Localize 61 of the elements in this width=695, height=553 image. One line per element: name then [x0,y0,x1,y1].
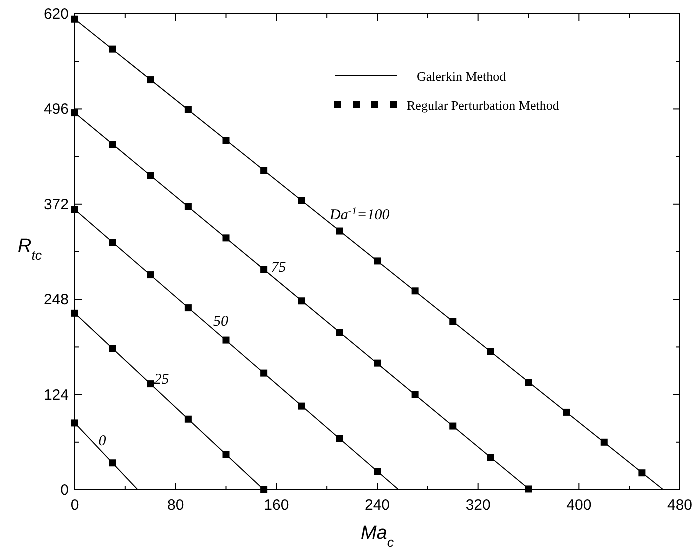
point [374,468,381,476]
point [184,416,192,423]
y-tick-label: 124 [44,386,69,404]
point [600,438,608,446]
point [260,266,268,274]
point [109,460,116,467]
point [374,258,381,265]
point [450,318,457,326]
annotation: 50 [214,314,230,330]
point [260,370,268,377]
point [222,336,230,344]
point [109,345,116,352]
y-axis-title: R$_{tc}$ [18,236,42,262]
point [374,360,381,367]
point [298,298,306,305]
point [147,272,154,279]
annotation: Da$^{-1}$=100 [328,206,390,224]
point [222,234,230,242]
point [109,141,116,148]
y-tick-label: 496 [44,101,69,118]
point [222,451,230,458]
legend-label: Galerkin Method [417,69,507,84]
point [109,239,116,246]
point [109,46,116,53]
legend-label: Regular Perturbation Method [407,98,560,113]
annotation: 0 [98,434,107,450]
point [487,454,494,462]
y-tick-label: 0 [60,482,69,499]
point [450,422,457,430]
point [260,167,268,174]
point [525,379,532,386]
point [147,380,154,388]
point [222,137,230,144]
point [563,408,570,416]
point [412,288,419,295]
point [184,106,192,114]
x-tick-label: 240 [364,497,390,514]
y-tick-label: 372 [44,196,69,214]
point [336,228,344,235]
annotation: 75 [271,260,287,276]
x-tick-label: 80 [167,497,184,514]
point [184,203,192,210]
x-tick-label: 480 [667,497,693,514]
point [487,348,494,356]
point [147,76,154,84]
point [298,197,306,204]
point [298,402,306,410]
x-axis-title: Ma$_{c}$ [360,523,394,550]
x-tick-label: 160 [264,497,290,514]
y-tick-label: 248 [44,292,69,309]
point [184,304,192,312]
point [147,172,154,180]
point [336,329,344,336]
point [638,470,646,477]
x-tick-label: 400 [566,497,592,514]
point [412,391,419,398]
point [336,435,344,442]
annotation: 25 [154,372,170,388]
y-tick-label: 620 [44,6,69,23]
x-tick-label: 320 [466,497,491,514]
x-tick-label: 0 [70,497,80,514]
